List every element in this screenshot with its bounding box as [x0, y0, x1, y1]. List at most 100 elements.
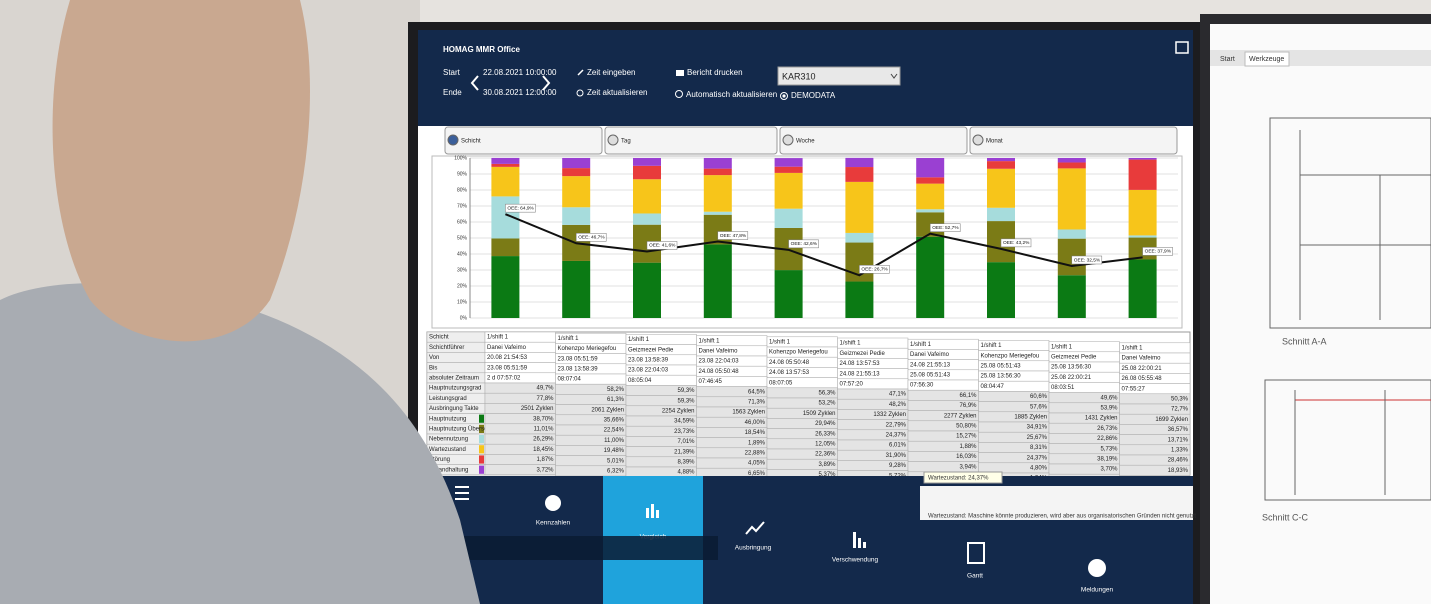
y-tick-label: 30%	[457, 267, 468, 273]
app-title: HOMAG MMR Office	[443, 45, 520, 54]
second-monitor-tab	[1244, 51, 1290, 67]
table-cell-text: 23.08 22:04:03	[628, 368, 669, 374]
tab-radio[interactable]	[447, 134, 459, 146]
y-tick-label: 10%	[457, 299, 468, 305]
enter-time[interactable]: Zeit eingeben	[587, 68, 635, 77]
y-tick-label: 20%	[457, 283, 468, 289]
pen-icon	[577, 69, 584, 76]
tab-radio[interactable]	[972, 134, 984, 146]
y-tick-label: 70%	[457, 203, 468, 209]
nav-label[interactable]: Kennzahlen	[536, 520, 571, 527]
bar-segment	[845, 181, 874, 233]
row-label: Leistungsgrad	[429, 396, 467, 402]
bar-segment	[774, 166, 803, 173]
table-cell-text: 23.08 05:51:59	[558, 356, 599, 362]
table-cell-text: 22,79%	[886, 422, 907, 428]
table-cell-text: 25.08 13:56:30	[981, 374, 1022, 380]
oee-label-box	[717, 231, 749, 240]
menu-line	[455, 486, 469, 488]
tab[interactable]	[444, 126, 603, 155]
table-cell-text: 07:56:30	[910, 383, 934, 389]
table-cell-text: 34,59%	[674, 419, 695, 425]
nav-label[interactable]: Verschwendung	[832, 557, 879, 564]
bar-segment	[633, 262, 661, 318]
table-cell-text: 26,33%	[815, 431, 836, 437]
table-cell-text: 18,45%	[533, 447, 554, 453]
row-label: absoluter Zeitraum	[429, 375, 479, 381]
bar-segment	[987, 168, 1015, 208]
machine-value: KAR310	[782, 71, 816, 81]
bar-segment	[1128, 189, 1157, 236]
table-cell-text: 1/shift 1	[487, 335, 509, 341]
prev-arrow[interactable]	[470, 75, 479, 91]
machine-dropdown[interactable]	[777, 66, 901, 86]
tab[interactable]	[779, 126, 968, 155]
oee-label-box	[575, 233, 607, 242]
table-cell-text: 29,94%	[815, 421, 836, 427]
bar-segment	[562, 207, 591, 225]
table-cell-text: 1/shift 1	[699, 338, 721, 344]
table-cell-text: Geizmezei Pedie	[1051, 354, 1097, 360]
tab[interactable]	[604, 126, 778, 155]
table-cell-text: 24.08 21:55:13	[840, 371, 881, 377]
nav-label[interactable]: Ausbringung	[735, 545, 772, 552]
tab-radio[interactable]	[607, 134, 619, 146]
menu-icon[interactable]	[455, 486, 469, 500]
kennzahlen-icon	[545, 495, 561, 511]
table-cell-text: 24.08 05:50:48	[699, 369, 740, 375]
table-cell-text: Danei Vafeimo	[910, 352, 950, 358]
table-cell-text: 5,73%	[1100, 446, 1118, 452]
tab-radio[interactable]	[782, 134, 794, 146]
refresh-time[interactable]: Zeit aktualisieren	[587, 88, 647, 97]
oee-label: OEE: 64,9%	[507, 205, 534, 211]
menu-line	[455, 492, 469, 494]
table-cell-text: 46,00%	[745, 420, 766, 426]
table-cell-text: 61,3%	[607, 397, 625, 403]
bar-segment	[703, 211, 732, 215]
table-cell-text: 1,87%	[536, 457, 554, 463]
oee-label-box	[646, 241, 678, 250]
table-cell-text: 5,01%	[607, 458, 625, 464]
table-cell-text: 23.08 22:04:03	[699, 359, 740, 365]
table-cell-text: 25.08 05:51:43	[910, 372, 951, 378]
table-cell-text: 22,36%	[815, 452, 836, 458]
nav-label[interactable]: Meldungen	[1081, 587, 1114, 594]
oee-label-box	[505, 203, 536, 213]
table-cell-text: 1/shift 1	[628, 337, 650, 343]
tab-label: Monat	[986, 139, 1003, 145]
bar-segment	[633, 179, 661, 214]
bar-segment	[845, 281, 874, 318]
print-report[interactable]: Bericht drucken	[687, 68, 743, 77]
table-cell-text: 3,94%	[959, 464, 977, 470]
oee-label: OEE: 42,6%	[791, 241, 818, 247]
bar-segment	[703, 214, 732, 245]
bar-segment	[916, 236, 945, 318]
next-arrow[interactable]	[542, 75, 551, 91]
oee-label: OEE: 47,8%	[720, 233, 747, 239]
table-cell-text: 31,90%	[886, 453, 907, 459]
table-cell-text: 2277 Zyklen	[944, 413, 977, 419]
row-label: Hauptnutzungsgrad	[429, 386, 481, 392]
table-cell-text: 1/shift 1	[769, 339, 791, 345]
row-label: Ausbringung Takte	[429, 406, 479, 412]
bar-segment	[562, 157, 591, 169]
table-cell-text: 24.08 05:50:48	[769, 360, 810, 366]
tab[interactable]	[969, 126, 1178, 155]
table-cell-text: 1885 Zyklen	[1014, 414, 1047, 420]
oee-label-box	[788, 239, 819, 249]
table-cell-text: 5,37%	[818, 472, 836, 478]
table-cell-text: 1563 Zyklen	[732, 410, 765, 416]
meldungen-icon	[1088, 559, 1106, 577]
y-tick-label: 90%	[457, 171, 468, 177]
dropdown-caret	[890, 73, 898, 79]
demo-radio[interactable]	[780, 92, 788, 100]
table-cell-text: 1699 Zyklen	[1155, 417, 1188, 423]
table-cell-text: 11,00%	[604, 438, 625, 444]
bar-segment	[491, 157, 520, 164]
table-cell-text: 24,37%	[886, 432, 907, 438]
drawing-caption: Schnitt C-C	[1262, 512, 1309, 522]
table-cell-text: 2501 Zyklen	[521, 406, 554, 412]
auto-radio[interactable]	[675, 90, 683, 98]
nav-label[interactable]: Gantt	[967, 573, 983, 580]
